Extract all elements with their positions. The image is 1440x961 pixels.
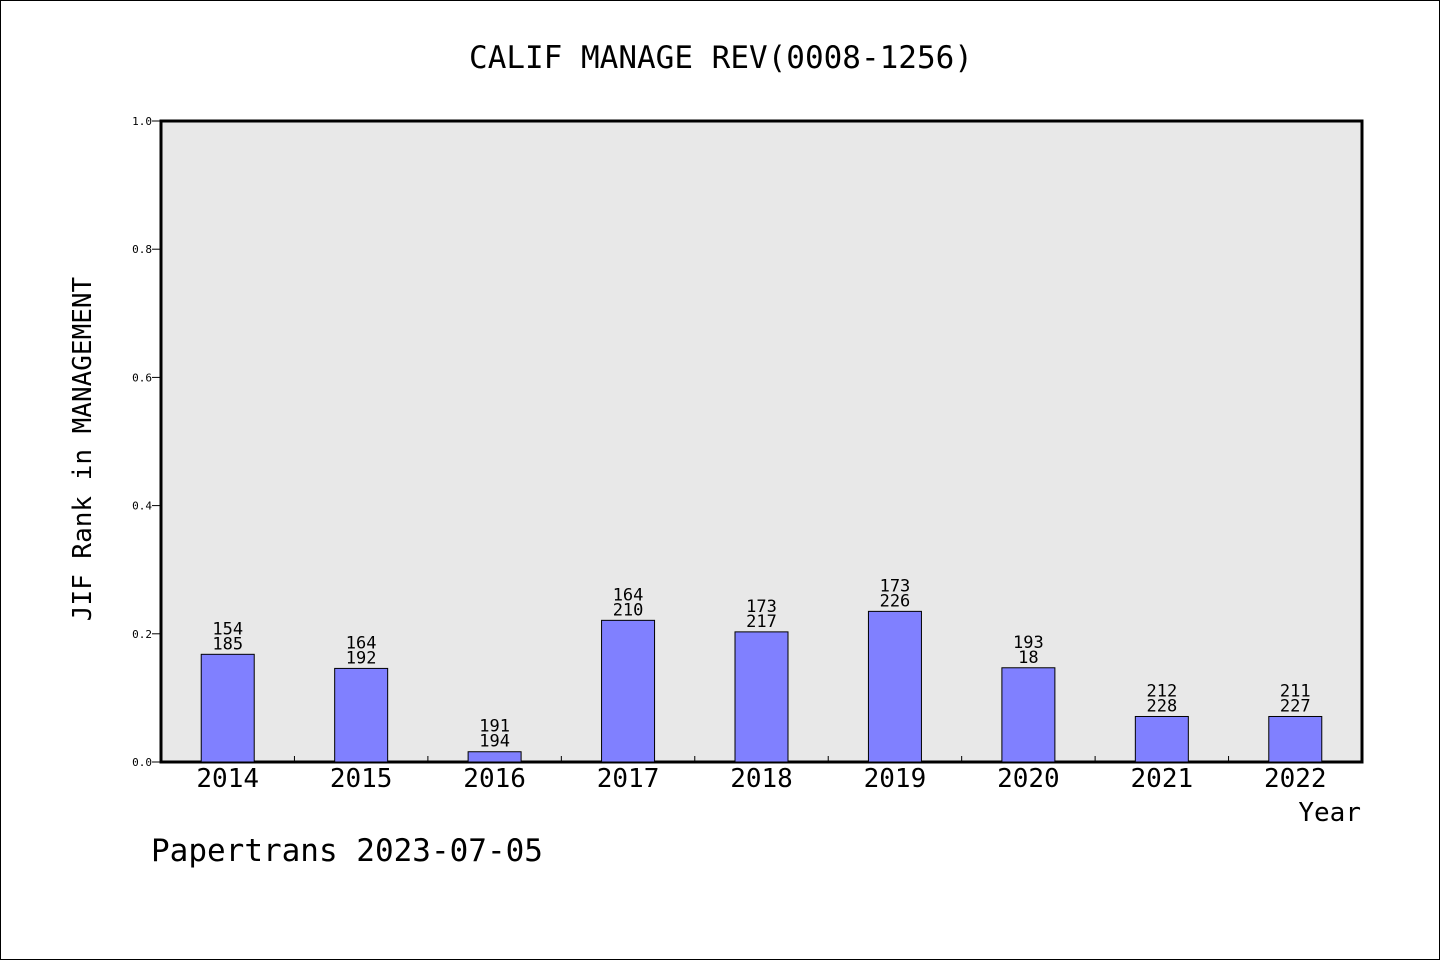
x-tick-label: 2019 [864, 764, 927, 794]
bar-label-top: 193 [1013, 633, 1044, 653]
bar [1001, 667, 1056, 763]
chart-title: CALIF MANAGE REV(0008-1256) [469, 40, 973, 76]
bar-label-bottom: 194 [479, 732, 510, 752]
bar-label-top: 154 [212, 619, 243, 639]
bar-label-top: 212 [1146, 681, 1177, 701]
bar [1268, 715, 1323, 763]
bar [734, 631, 789, 763]
bar [867, 610, 922, 763]
bar-label-bottom: 192 [346, 648, 377, 668]
bar [200, 653, 255, 763]
bar-label-bottom: 210 [613, 600, 644, 620]
x-axis: 2014 2015 2016 2017 2018 2019 2020 2021 2022 [196, 756, 1327, 794]
y-tick-label: 0.8 [132, 243, 152, 256]
bar-label-top: 173 [746, 597, 777, 617]
x-tick-label: 2016 [463, 764, 526, 794]
y-axis-label: JIF Rank in MANAGEMENT [68, 276, 98, 621]
x-axis-label: Year [1298, 798, 1361, 828]
y-axis: 0.0 0.2 0.4 0.6 0.8 1.0 [132, 115, 161, 769]
bar [467, 751, 522, 763]
y-tick-label: 0.2 [132, 628, 152, 641]
x-tick-label: 2021 [1131, 764, 1194, 794]
y-tick-label: 0.4 [132, 500, 152, 513]
bar-label-bottom: 185 [212, 634, 243, 654]
x-tick-label: 2018 [730, 764, 793, 794]
bar [1134, 715, 1189, 763]
bar-label-bottom: 217 [746, 612, 777, 632]
x-tick-label: 2017 [597, 764, 660, 794]
bar-label-bottom: 18 [1018, 648, 1038, 668]
y-tick-label: 1.0 [132, 115, 152, 128]
bar-label-bottom: 227 [1280, 696, 1311, 716]
x-tick-label: 2015 [330, 764, 393, 794]
bar [601, 619, 656, 763]
x-tick-label: 2014 [196, 764, 259, 794]
bar-label-bottom: 226 [880, 591, 911, 611]
bar-label-top: 173 [880, 576, 911, 596]
y-tick-label: 0.0 [132, 756, 152, 769]
bar-label-top: 164 [346, 633, 377, 653]
bar-label-top: 211 [1280, 681, 1311, 701]
bar-label-bottom: 228 [1146, 696, 1177, 716]
bar-label-top: 191 [479, 717, 510, 737]
bar [334, 667, 389, 763]
x-tick-label: 2022 [1264, 764, 1327, 794]
x-tick-label: 2020 [997, 764, 1060, 794]
bar-label-top: 164 [613, 585, 644, 605]
y-tick-label: 0.6 [132, 371, 152, 384]
footer-stamp: Papertrans 2023-07-05 [151, 833, 543, 869]
